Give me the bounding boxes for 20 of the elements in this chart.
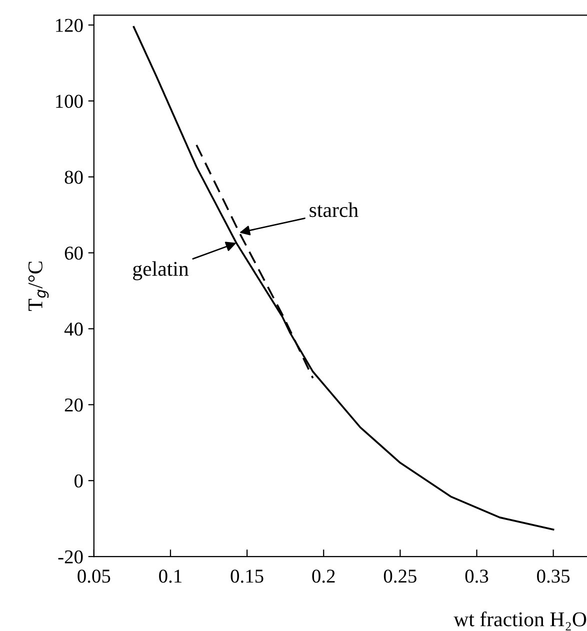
y-tick-label: 100: [56, 94, 83, 108]
annotation: gelatin: [133, 261, 189, 280]
y-axis-title: T$_{g}$/°C: [28, 262, 49, 311]
x-tick-label: 0.25: [384, 570, 416, 583]
y-tick-label: 120: [56, 18, 83, 32]
y-tick-label: 60: [64, 246, 83, 260]
line-series: [132, 26, 554, 530]
x-tick-label: 0.35: [537, 570, 570, 583]
x-axis-title: wt fraction H₂O: [454, 611, 586, 630]
y-tick-label: -20: [58, 550, 83, 564]
x-tick-label: 0.05: [78, 570, 110, 583]
x-tick-label: 0.15: [230, 570, 264, 583]
y-tick-label: 80: [64, 170, 83, 184]
y-tick-label: 20: [64, 398, 83, 412]
x-tick-label: 0.2: [312, 570, 335, 583]
y-tick-label: 0: [74, 474, 83, 488]
x-tick-label: 0.1: [159, 570, 182, 583]
x-tick-label: 0.3: [465, 570, 488, 583]
annotation: starch: [310, 202, 358, 218]
y-tick-label: 40: [64, 322, 83, 336]
